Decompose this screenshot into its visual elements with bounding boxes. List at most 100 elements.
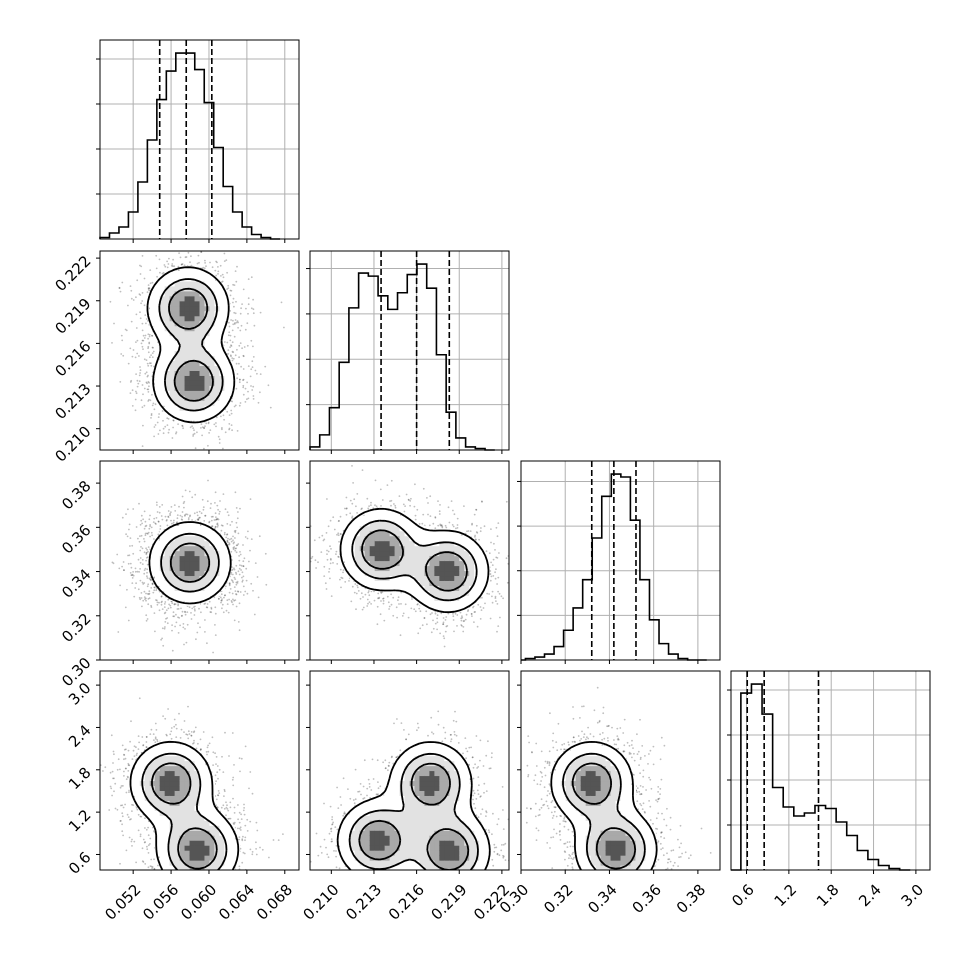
- density-cell: [164, 590, 171, 596]
- density-cell: [169, 370, 176, 376]
- sample-point: [119, 290, 122, 293]
- sample-point: [232, 542, 235, 545]
- density-cell: [154, 575, 161, 581]
- sample-point: [259, 391, 261, 394]
- density-cell: [189, 340, 196, 347]
- sample-point: [127, 554, 129, 557]
- sample-point: [235, 593, 238, 596]
- sample-point: [247, 303, 250, 306]
- sample-point: [141, 406, 144, 409]
- sample-point: [222, 447, 224, 450]
- sample-point: [214, 502, 216, 504]
- density-cell: [164, 345, 171, 352]
- sample-point: [204, 425, 206, 428]
- density-cell: [224, 400, 230, 406]
- sample-point: [142, 583, 145, 585]
- sample-point: [210, 502, 212, 505]
- density-cell: [219, 390, 225, 396]
- sample-point: [164, 601, 167, 603]
- sample-point: [153, 577, 156, 579]
- sample-point: [127, 562, 130, 565]
- sample-point: [183, 506, 185, 509]
- sample-point: [147, 345, 150, 348]
- sample-point: [237, 321, 240, 324]
- sample-point: [181, 519, 184, 521]
- sample-point: [144, 520, 147, 523]
- sample-point: [135, 313, 138, 316]
- sample-point: [252, 308, 255, 311]
- sample-point: [182, 502, 185, 505]
- sample-point: [172, 419, 175, 422]
- density-cell: [214, 380, 220, 386]
- sample-point: [145, 547, 148, 550]
- density-cell: [164, 300, 171, 307]
- density-cell: [174, 340, 181, 347]
- sample-point: [228, 582, 231, 585]
- sample-point: [151, 534, 154, 537]
- density-cell: [219, 350, 225, 357]
- sample-point: [145, 381, 148, 384]
- sample-point: [182, 626, 185, 629]
- sample-point: [119, 381, 122, 383]
- sample-point: [226, 599, 229, 602]
- density-cell: [169, 400, 176, 406]
- sample-point: [235, 507, 238, 509]
- sample-point: [184, 611, 187, 613]
- sample-point: [211, 525, 213, 528]
- sample-point: [139, 294, 142, 296]
- sample-point: [220, 601, 222, 604]
- sample-point: [236, 373, 239, 375]
- sample-point: [246, 537, 249, 540]
- sample-point: [171, 437, 174, 439]
- density-cell: [169, 410, 176, 416]
- density-cell: [169, 385, 176, 391]
- density-cell: [154, 550, 161, 557]
- sample-point: [146, 585, 149, 588]
- density-cell: [184, 395, 191, 401]
- sample-point: [221, 428, 223, 431]
- sample-point: [242, 368, 245, 370]
- sample-point: [137, 558, 140, 561]
- sample-point: [151, 281, 154, 284]
- density-cell: [169, 595, 176, 601]
- sample-point: [251, 389, 254, 391]
- sample-point: [227, 284, 230, 287]
- sample-point: [242, 288, 245, 291]
- sample-point: [218, 442, 221, 444]
- sample-point: [216, 504, 219, 507]
- sample-point: [241, 580, 244, 583]
- sample-point: [206, 642, 208, 645]
- sample-point: [193, 606, 195, 608]
- density-cell: [179, 350, 186, 357]
- density-cell: [194, 375, 201, 381]
- sample-point: [203, 603, 206, 605]
- sample-point: [197, 518, 200, 521]
- density-cell: [159, 275, 166, 282]
- sample-point: [193, 614, 196, 616]
- sample-point: [138, 380, 141, 383]
- sample-point: [141, 322, 144, 325]
- sample-point: [252, 395, 255, 397]
- density-cell: [174, 285, 181, 292]
- sample-point: [231, 357, 234, 359]
- sample-point: [166, 424, 169, 426]
- sample-point: [233, 305, 235, 308]
- sample-point: [155, 589, 158, 592]
- sample-point: [186, 623, 189, 626]
- sample-point: [140, 265, 143, 268]
- sample-point: [150, 606, 153, 608]
- density-cell: [209, 350, 216, 357]
- density-cell: [164, 565, 171, 572]
- sample-point: [151, 335, 154, 337]
- sample-point: [183, 264, 186, 267]
- sample-point: [145, 553, 148, 556]
- sample-point: [140, 546, 142, 548]
- sample-point: [146, 382, 149, 385]
- density-cell: [184, 390, 191, 396]
- sample-point: [214, 606, 217, 609]
- sample-point: [174, 603, 177, 605]
- density-cell: [219, 290, 225, 297]
- sample-point: [157, 520, 160, 523]
- density-cell: [179, 370, 186, 376]
- density-cell: [189, 375, 196, 381]
